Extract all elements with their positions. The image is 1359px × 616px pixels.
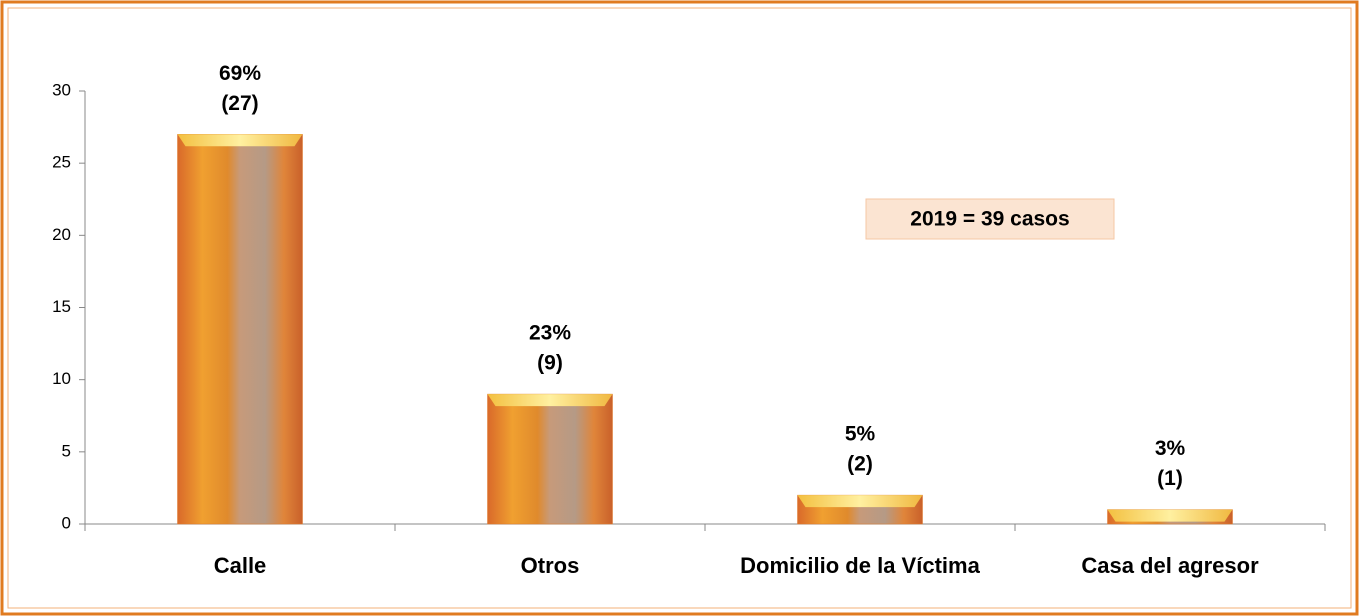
bar: [487, 393, 613, 525]
bar-cap: [487, 394, 613, 407]
y-tick-label: 30: [52, 80, 71, 99]
value-label: (2): [847, 453, 873, 476]
inner-frame: [7, 7, 1352, 609]
bar-cap: [797, 495, 923, 508]
value-label: (27): [221, 92, 258, 115]
bar-cap: [177, 134, 303, 147]
y-tick-label: 0: [62, 513, 71, 532]
y-tick-label: 5: [62, 441, 71, 460]
percent-label: 3%: [1155, 437, 1186, 460]
percent-label: 69%: [219, 62, 261, 85]
y-tick-label: 25: [52, 153, 71, 172]
x-tick-label: Casa del agresor: [1081, 553, 1259, 578]
x-tick-label: Domicilio de la Víctima: [740, 553, 980, 578]
x-tick-label: Calle: [214, 553, 267, 578]
percent-label: 23%: [529, 322, 571, 345]
annotation: 2019 = 39 casos: [910, 208, 1069, 231]
value-label: (9): [537, 352, 563, 375]
x-tick-label: Otros: [521, 553, 580, 578]
y-tick-label: 10: [52, 369, 71, 388]
bar: [177, 134, 303, 525]
bar-cap: [1107, 509, 1233, 522]
percent-label: 5%: [845, 423, 876, 446]
y-tick-label: 15: [52, 297, 71, 316]
value-label: (1): [1157, 467, 1183, 490]
y-tick-label: 20: [52, 225, 71, 244]
annotation-box: 2019 = 39 casos: [865, 198, 1115, 240]
annotation-bg: [865, 198, 1115, 240]
